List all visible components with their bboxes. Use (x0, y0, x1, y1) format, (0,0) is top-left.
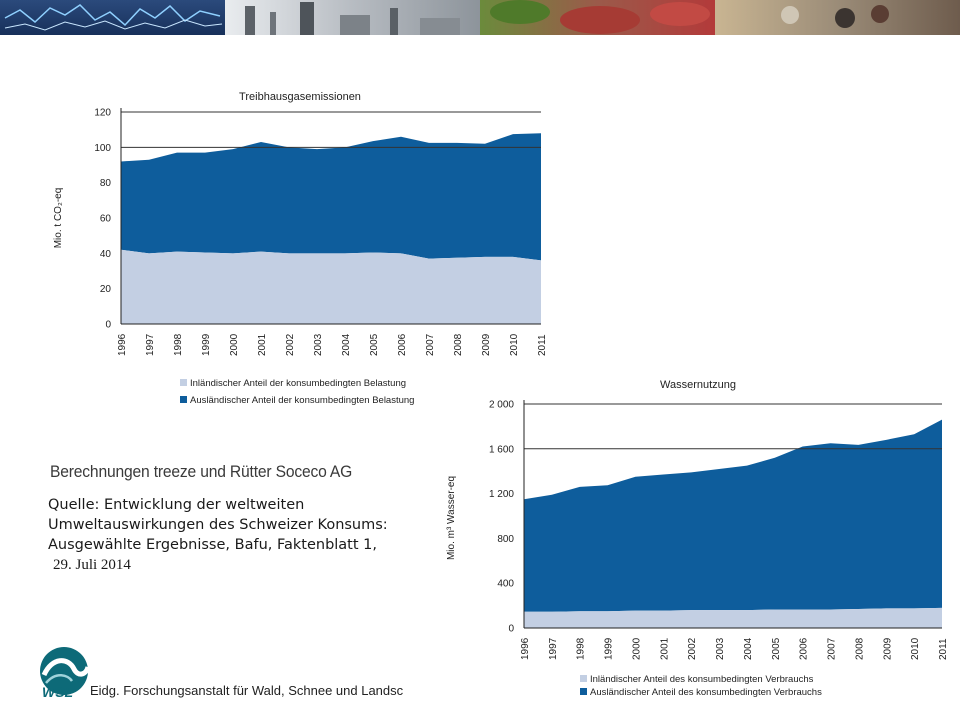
chart1-x-tick-label: 2004 (341, 333, 352, 356)
source-line-1: Quelle: Entwicklung der weltweiten (48, 497, 305, 513)
chart1-x-tick-label: 1999 (201, 333, 212, 356)
chart1-title: Treibhausgasemissionen (239, 91, 361, 103)
chart1-y-tick-label: 20 (100, 284, 112, 295)
footer-institution: Eidg. Forschungsanstalt für Wald, Schnee… (90, 683, 404, 698)
chart2-x-tick-label: 1999 (604, 637, 615, 660)
chart2-x-tick-label: 1996 (520, 637, 531, 660)
source-line-3: Ausgewählte Ergebnisse, Bafu, Faktenblat… (48, 537, 377, 553)
chart1-x-tick-label: 2005 (369, 333, 380, 356)
source-line-4: 29. Juli 2014 (53, 557, 131, 573)
chart2-x-tick-label: 2001 (659, 637, 670, 660)
chart2-title: Wassernutzung (660, 379, 736, 391)
chart2-y-tick-label: 0 (508, 624, 514, 635)
chart2-legend-swatch-foreign (580, 688, 587, 695)
source-citation: Quelle: Entwicklung der weltweiten Umwel… (48, 495, 448, 575)
chart1-legend: Inländischer Anteil der konsumbedingten … (180, 378, 414, 406)
chart1-x-tick-label: 1998 (173, 333, 184, 356)
chart1-x-tick-label: 2002 (285, 333, 296, 356)
calculation-credit: Berechnungen treeze und Rütter Soceco AG (50, 462, 353, 481)
chart1-x-tick-label: 2011 (537, 334, 548, 356)
chart2-x-tick-label: 2011 (938, 638, 949, 660)
chart2-legend-swatch-domestic (580, 675, 587, 682)
chart1-x-tick-label: 2007 (425, 333, 436, 356)
chart1-x-tick-label: 1996 (117, 333, 128, 356)
chart2-x-tick-label: 2008 (854, 637, 865, 660)
chart1-x-axis: 1996 1997 1998 1999 2000 2001 2002 2003 2004 2005… (117, 333, 548, 356)
chart2-plot-area (523, 400, 942, 629)
chart2-x-tick-label: 2009 (882, 637, 893, 660)
chart1-area-foreign (121, 133, 541, 261)
chart2-y-tick-label: 800 (497, 534, 514, 545)
chart1-legend-swatch-foreign (180, 396, 187, 403)
ghg-emissions-chart: Treibhausgasemissionen Mio. t CO₂-eq 0 20… (53, 91, 548, 406)
chart2-y-tick-label: 1 200 (489, 489, 514, 500)
chart1-legend-label-domestic: Inländischer Anteil der konsumbedingten … (190, 378, 406, 389)
wsl-logo: WSL (40, 647, 91, 700)
chart1-x-tick-label: 2003 (313, 333, 324, 356)
chart2-legend-label-domestic: Inländischer Anteil des konsumbedingten … (590, 674, 814, 685)
chart1-y-tick-label: 100 (94, 143, 111, 154)
header-photo-banner (0, 0, 960, 35)
chart2-x-tick-label: 2004 (743, 637, 754, 660)
chart2-x-tick-label: 2006 (799, 637, 810, 660)
chart2-x-tick-label: 1998 (576, 637, 587, 660)
chart1-legend-label-foreign: Ausländischer Anteil der konsumbedingten… (190, 395, 414, 406)
chart1-x-tick-label: 2006 (397, 333, 408, 356)
chart2-legend: Inländischer Anteil des konsumbedingten … (580, 674, 822, 698)
chart2-y-tick-label: 1 600 (489, 444, 514, 455)
chart1-x-tick-label: 1997 (145, 333, 156, 356)
chart2-ylabel: Mio. m³ Wasser-eq (446, 476, 457, 560)
chart1-legend-swatch-domestic (180, 379, 187, 386)
chart2-x-axis: 1996 1997 1998 1999 2000 2001 2002 2003 2004 2005… (520, 637, 949, 660)
chart2-area-domestic (524, 607, 942, 628)
chart2-x-tick-label: 2005 (771, 637, 782, 660)
chart1-y-tick-label: 80 (100, 178, 112, 189)
chart1-y-tick-label: 60 (100, 214, 112, 225)
chart2-x-tick-label: 2003 (715, 637, 726, 660)
chart1-x-tick-label: 2009 (481, 333, 492, 356)
chart1-y-axis: 0 20 40 60 80 100 120 (94, 108, 111, 331)
source-line-2: Umweltauswirkungen des Schweizer Konsums… (48, 517, 388, 533)
chart1-ylabel: Mio. t CO₂-eq (53, 188, 64, 249)
chart2-x-tick-label: 2002 (687, 637, 698, 660)
chart1-plot-area (120, 108, 541, 325)
chart2-y-tick-label: 2 000 (489, 400, 514, 411)
chart1-y-tick-label: 40 (100, 249, 112, 260)
chart2-y-tick-label: 400 (497, 579, 514, 590)
wsl-logo-text: WSL (42, 684, 73, 700)
chart2-y-axis: 0 400 800 1 200 1 600 2 000 (489, 400, 514, 635)
chart1-x-tick-label: 2001 (257, 333, 268, 356)
chart1-x-tick-label: 2010 (509, 333, 520, 356)
chart2-legend-label-foreign: Ausländischer Anteil des konsumbedingten… (590, 687, 822, 698)
chart1-x-tick-label: 2008 (453, 333, 464, 356)
chart2-x-tick-label: 1997 (548, 637, 559, 660)
chart2-x-tick-label: 2000 (631, 637, 642, 660)
water-use-chart: Wassernutzung Mio. m³ Wasser-eq 0 400 800 1… (446, 379, 949, 698)
chart1-y-tick-label: 120 (94, 108, 111, 119)
chart1-x-tick-label: 2000 (229, 333, 240, 356)
chart1-area-domestic (121, 249, 541, 324)
chart2-x-tick-label: 2010 (910, 637, 921, 660)
chart1-y-tick-label: 0 (105, 320, 111, 331)
chart2-area-foreign (524, 419, 942, 612)
chart2-x-tick-label: 2007 (827, 637, 838, 660)
